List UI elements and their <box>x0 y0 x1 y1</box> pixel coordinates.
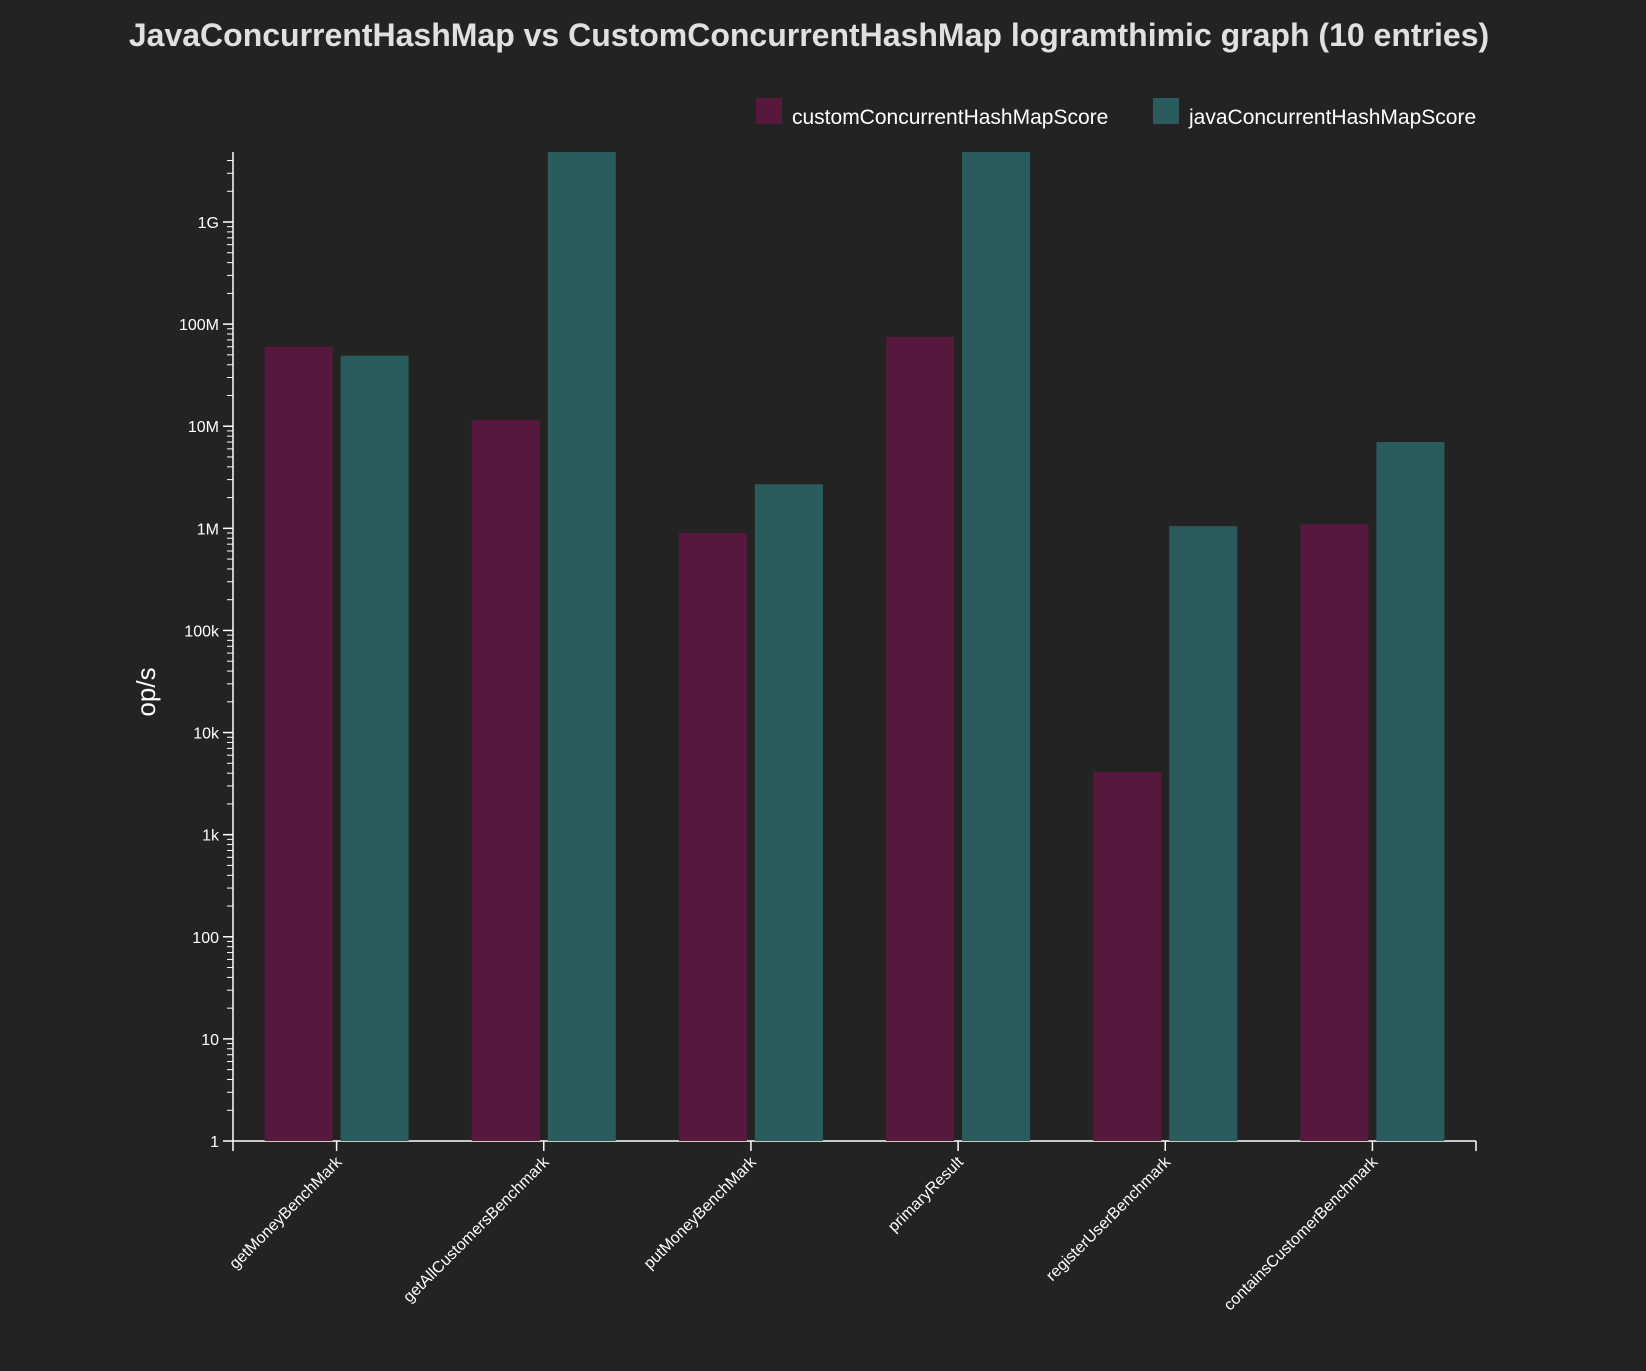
bar-javaConcurrentHashMapScore-containsCustomerBenchmark[interactable] <box>1376 442 1445 1141</box>
x-tick-label: primaryResult <box>885 1153 967 1235</box>
y-tick-label: 1k <box>202 828 220 845</box>
legend-swatch <box>756 98 782 124</box>
y-tick-label: 10 <box>201 1032 219 1049</box>
legend-label: javaConcurrentHashMapScore <box>1188 106 1476 129</box>
y-tick-label: 100 <box>192 930 219 947</box>
x-tick-label: putMoneyBenchMark <box>641 1153 761 1273</box>
bar-customConcurrentHashMapScore-primaryResult[interactable] <box>886 336 955 1141</box>
bar-customConcurrentHashMapScore-containsCustomerBenchmark[interactable] <box>1300 524 1369 1141</box>
y-tick-label: 10k <box>193 726 220 743</box>
bars-group <box>264 152 1445 1142</box>
x-tick-label: getMoneyBenchMark <box>226 1153 346 1273</box>
y-tick-label: 1M <box>197 521 219 538</box>
bar-javaConcurrentHashMapScore-getMoneyBenchMark[interactable] <box>340 355 409 1141</box>
bar-customConcurrentHashMapScore-getMoneyBenchMark[interactable] <box>264 346 333 1141</box>
legend-swatch <box>1153 98 1179 124</box>
x-tick-label: getAllCustomersBenchmark <box>400 1153 553 1306</box>
y-tick-label: 100k <box>184 623 220 640</box>
y-tick-label: 1G <box>198 215 219 232</box>
x-tick-label: registerUserBenchmark <box>1043 1153 1175 1285</box>
bar-customConcurrentHashMapScore-putMoneyBenchMark[interactable] <box>678 533 747 1141</box>
y-tick-label: 10M <box>188 419 219 436</box>
legend-label: customConcurrentHashMapScore <box>792 106 1108 129</box>
bar-javaConcurrentHashMapScore-getAllCustomersBenchmark[interactable] <box>547 152 616 1141</box>
bar-javaConcurrentHashMapScore-registerUserBenchmark[interactable] <box>1169 526 1238 1141</box>
y-axis-label: op/s <box>131 667 161 716</box>
bar-javaConcurrentHashMapScore-putMoneyBenchMark[interactable] <box>754 484 823 1142</box>
y-tick-label: 100M <box>179 317 219 334</box>
legend: customConcurrentHashMapScore javaConcurre… <box>756 98 1476 129</box>
bar-customConcurrentHashMapScore-registerUserBenchmark[interactable] <box>1093 772 1162 1141</box>
bar-customConcurrentHashMapScore-getAllCustomersBenchmark[interactable] <box>471 420 540 1141</box>
y-tick-label: 1 <box>210 1134 219 1151</box>
chart-title: JavaConcurrentHashMap vs CustomConcurren… <box>129 17 1489 53</box>
x-tick-label: containsCustomerBenchmark <box>1221 1153 1382 1314</box>
bar-javaConcurrentHashMapScore-primaryResult[interactable] <box>962 152 1031 1141</box>
y-axis: 1 10 100 1k 10k 100k 1M 10M 100M 1G <box>179 152 234 1151</box>
x-axis: getMoneyBenchMark getAllCustomersBenchmar… <box>226 1140 1477 1314</box>
